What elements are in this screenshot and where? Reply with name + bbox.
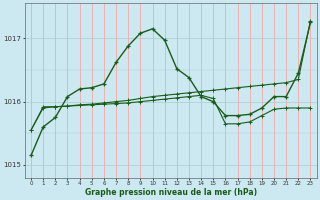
X-axis label: Graphe pression niveau de la mer (hPa): Graphe pression niveau de la mer (hPa) xyxy=(85,188,257,197)
